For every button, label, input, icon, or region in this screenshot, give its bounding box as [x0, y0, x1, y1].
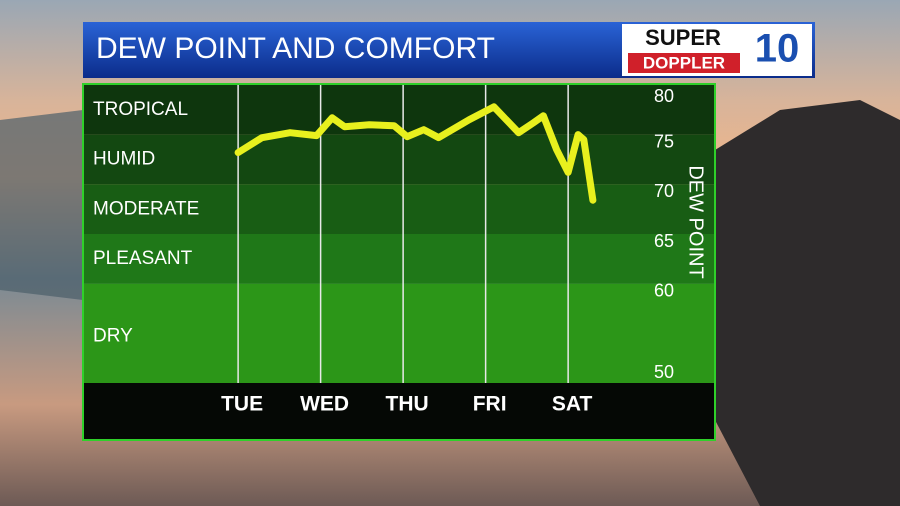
band-label: DRY — [93, 325, 133, 346]
comfort-band — [83, 283, 715, 383]
band-label: PLEASANT — [93, 248, 193, 269]
x-tick-label: TUE — [221, 393, 263, 416]
logo-red — [628, 53, 740, 73]
x-tick-label: SAT — [552, 393, 593, 416]
x-axis-band — [83, 383, 715, 440]
y-tick-label: 60 — [654, 280, 674, 300]
band-label: MODERATE — [93, 198, 199, 219]
band-label: TROPICAL — [93, 99, 188, 120]
y-tick-label: 70 — [654, 181, 674, 201]
waves — [0, 110, 83, 300]
x-tick-label: WED — [300, 393, 349, 416]
chart-title: DEW POINT AND COMFORT — [96, 32, 495, 65]
y-tick-label: 80 — [654, 86, 674, 106]
comfort-band — [83, 234, 715, 284]
y-tick-label: 75 — [654, 131, 674, 151]
logo-number: 10 — [755, 27, 800, 71]
chart-frame — [82, 83, 716, 441]
x-tick-label: THU — [386, 393, 429, 416]
plot: TROPICAL HUMID MODERATE PLEASANT DRY TUE WED TH… — [83, 85, 715, 416]
y-tick-label: 65 — [654, 231, 674, 251]
y-axis-title: DEW POINT — [685, 165, 707, 278]
y-tick-label: 50 — [654, 362, 674, 382]
logo-text: SUPER — [645, 25, 721, 50]
comfort-band — [83, 134, 715, 185]
rocks — [715, 100, 900, 506]
band-label: HUMID — [93, 149, 155, 170]
logo-text: DOPPLER — [643, 53, 725, 72]
dew-point-line — [234, 103, 597, 204]
x-tick-label: FRI — [473, 393, 507, 416]
comfort-band — [83, 184, 715, 234]
